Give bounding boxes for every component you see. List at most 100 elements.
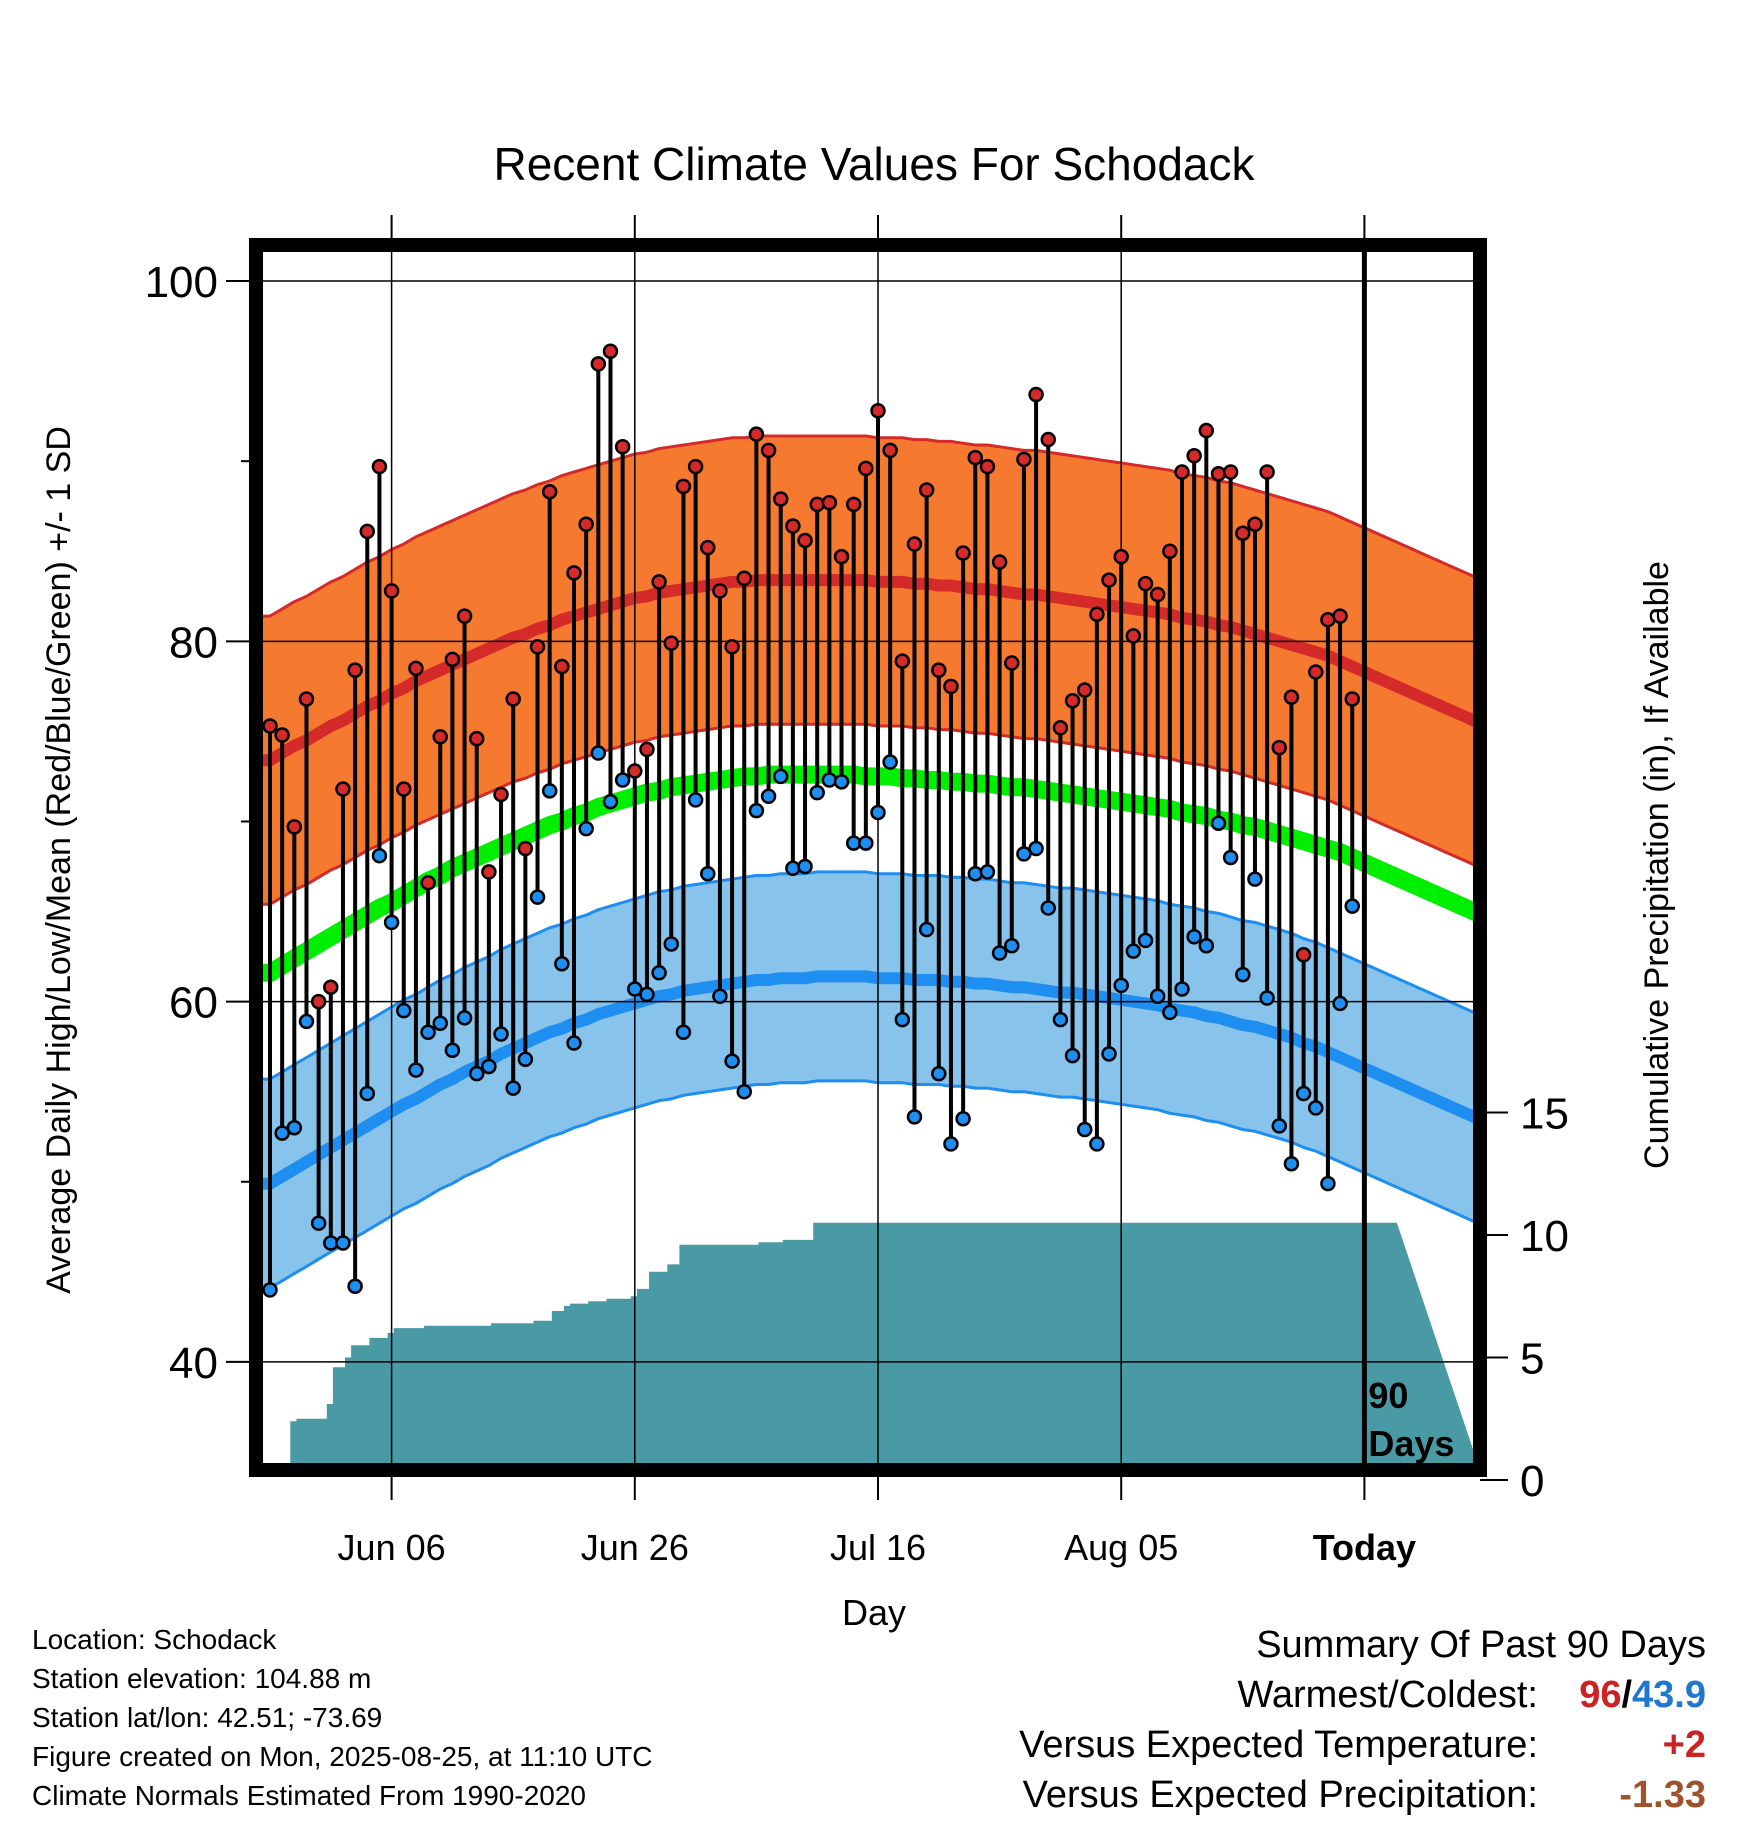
- plot-area: 90 Days: [256, 239, 1480, 1474]
- daily-low-point: [468, 1065, 485, 1082]
- daily-low-point: [663, 936, 680, 952]
- daily-low-point: [724, 1053, 740, 1069]
- daily-high-point: [517, 840, 534, 857]
- y2-tick-label: 0: [1520, 1457, 1544, 1506]
- daily-low-point: [675, 1024, 692, 1040]
- normal-mean-line: [256, 765, 1480, 982]
- daily-high-point: [760, 442, 777, 459]
- daily-low-point: [1198, 938, 1215, 954]
- daily-low-point: [1137, 932, 1154, 949]
- daily-low-point: [286, 1119, 303, 1136]
- daily-high-point: [396, 781, 412, 797]
- daily-high-point: [1222, 464, 1239, 480]
- daily-low-point: [481, 1058, 497, 1075]
- daily-high-point: [1308, 664, 1324, 680]
- daily-high-point: [639, 741, 655, 758]
- daily-low-point: [858, 835, 874, 851]
- warmest-value: 96: [1579, 1674, 1622, 1716]
- normal-low-line: [256, 970, 1480, 1190]
- daily-high-point: [1162, 543, 1178, 559]
- daily-low-point: [541, 783, 558, 799]
- daily-low-point: [821, 772, 838, 788]
- daily-high-point: [1125, 628, 1142, 644]
- daily-high-point: [323, 979, 339, 995]
- daily-low-point: [748, 802, 765, 819]
- daily-high-point: [444, 651, 461, 668]
- summary-precip: Versus Expected Precipitation: -1.33: [1019, 1770, 1706, 1820]
- daily-low-point: [991, 945, 1008, 961]
- axes: 40 60 80 100 0 5 10 15 Jun 06 Jun 26 Jul 16 Aug 05 T…: [145, 215, 1569, 1568]
- daily-high-point: [1064, 693, 1081, 709]
- daily-low-point: [1125, 943, 1142, 959]
- daily-low-point: [1028, 840, 1044, 857]
- daily-high-point: [967, 449, 984, 466]
- daily-low-point: [1332, 995, 1348, 1012]
- daily-high-point: [627, 763, 643, 779]
- daily-high-point: [736, 570, 752, 587]
- daily-low-point: [651, 965, 667, 981]
- daily-high-point: [1101, 572, 1117, 588]
- station-info: Location: Schodack Station elevation: 10…: [32, 1620, 653, 1815]
- daily-low-point: [1004, 938, 1020, 954]
- warm-cold-value: 96/43.9: [1556, 1670, 1706, 1720]
- daily-high-point: [991, 554, 1008, 570]
- low-sd-band-lower-edge: [256, 1079, 1480, 1290]
- x-tick-label: Jun 06: [338, 1527, 446, 1568]
- daily-high-point: [712, 583, 728, 599]
- daily-low-point: [797, 858, 813, 875]
- daily-low-point: [785, 860, 801, 877]
- daily-high-point: [383, 583, 400, 599]
- x-tick-label: Today: [1313, 1527, 1416, 1568]
- daily-high-point: [663, 635, 680, 651]
- daily-high-point: [602, 343, 619, 360]
- daily-low-point: [894, 1011, 911, 1028]
- daily-high-point: [541, 484, 558, 500]
- daily-low-point: [1101, 1046, 1117, 1062]
- daily-high-point: [675, 478, 692, 495]
- daily-high-point: [1186, 448, 1202, 464]
- daily-low-point: [432, 1015, 448, 1031]
- daily-high-point: [590, 356, 607, 372]
- daily-low-point: [529, 889, 546, 905]
- daily-high-point: [724, 638, 740, 655]
- daily-low-point: [833, 774, 850, 790]
- summary-warm-cold: Warmest/Coldest: 96/43.9: [1019, 1670, 1706, 1720]
- daily-high-point: [906, 536, 923, 552]
- today-marker-label: Days: [1368, 1423, 1454, 1464]
- plot-content: [256, 245, 1480, 1470]
- daily-high-point: [1004, 655, 1020, 671]
- daily-high-point: [481, 864, 497, 880]
- latlon-text: Station lat/lon: 42.51; -73.69: [32, 1702, 383, 1733]
- daily-low-point: [1222, 849, 1239, 866]
- daily-high-point: [408, 660, 424, 677]
- daily-high-point: [468, 730, 485, 747]
- daily-high-point: [1332, 608, 1348, 624]
- daily-low-point: [493, 1026, 509, 1042]
- daily-low-point: [639, 986, 655, 1003]
- daily-low-point: [870, 804, 886, 821]
- daily-low-point: [1016, 846, 1032, 862]
- daily-low-point: [979, 864, 996, 880]
- daily-low-point: [1076, 1121, 1093, 1138]
- daily-low-point: [1113, 977, 1129, 994]
- daily-high-point: [894, 653, 911, 669]
- y-tick-label: 80: [169, 618, 218, 667]
- y-axis-label: Average Daily High/Low/Mean (Red/Blue/Gr…: [40, 426, 78, 1294]
- daily-high-point: [1028, 386, 1044, 403]
- location-text: Location: Schodack: [32, 1624, 277, 1655]
- daily-low-point: [1052, 1011, 1069, 1028]
- daily-high-point: [1040, 431, 1056, 448]
- daily-high-point: [700, 539, 716, 556]
- daily-low-point: [809, 784, 825, 801]
- daily-high-point: [347, 662, 363, 678]
- daily-high-point: [614, 439, 631, 455]
- daily-low-point: [396, 1002, 412, 1019]
- summary-heading: Summary Of Past 90 Days: [1256, 1624, 1706, 1666]
- daily-low-point: [444, 1042, 461, 1059]
- temp-label: Versus Expected Temperature:: [1019, 1724, 1538, 1766]
- daily-low-point: [772, 768, 789, 785]
- daily-low-point: [1271, 1118, 1288, 1134]
- daily-low-point: [298, 1013, 315, 1030]
- daily-high-point: [1052, 720, 1069, 736]
